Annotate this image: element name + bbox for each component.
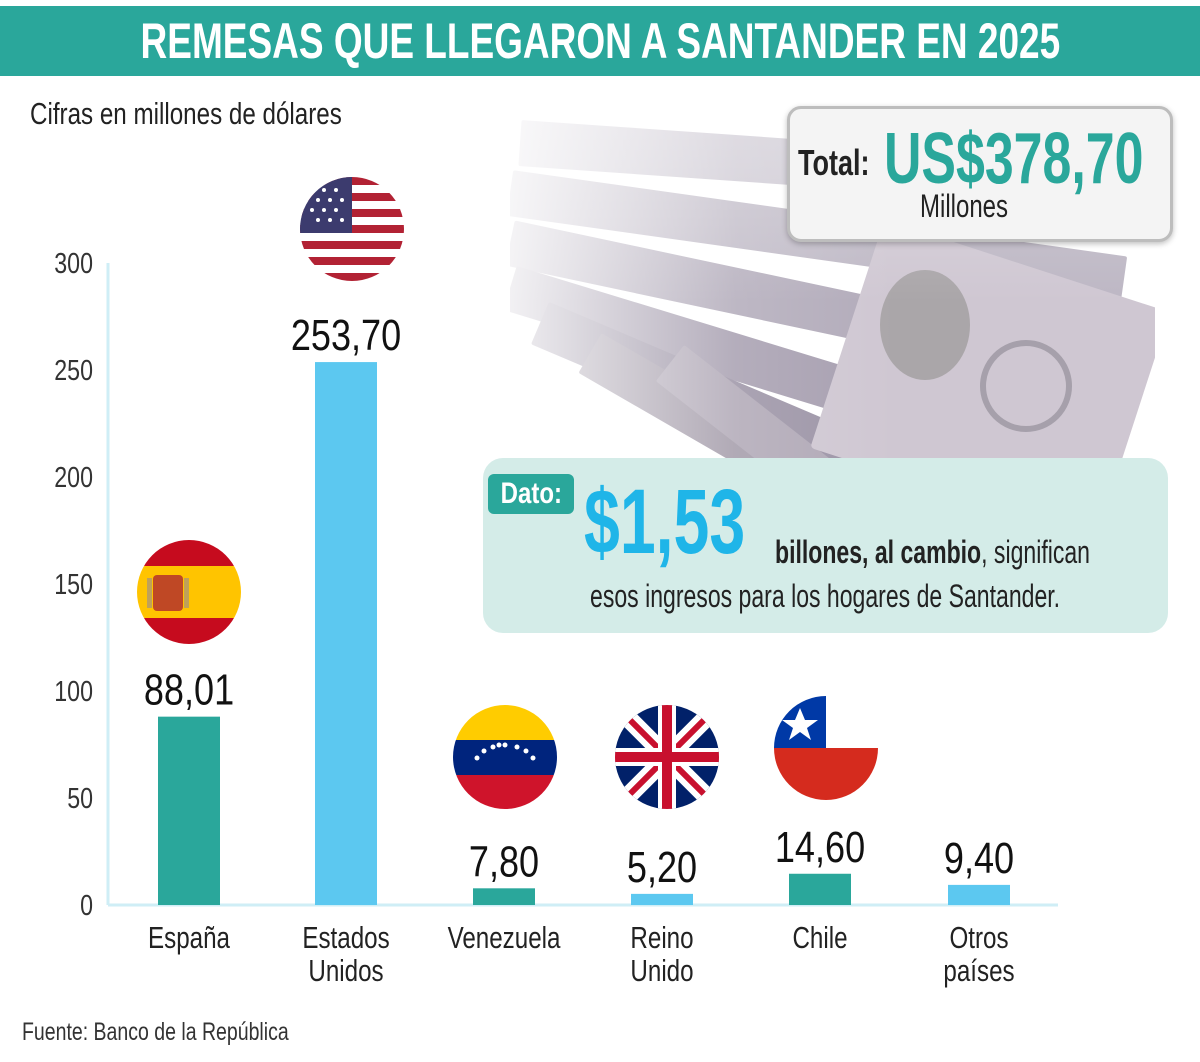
y-tick-label: 50 <box>67 781 93 814</box>
total-value: US$378,70 <box>884 119 1144 199</box>
spain-flag-icon <box>137 540 241 644</box>
chart-subtitle: Cifras en millones de dólares <box>30 96 342 131</box>
dato-box <box>483 458 1168 633</box>
y-tick-label: 200 <box>54 460 93 493</box>
page-title: REMESAS QUE LLEGARON A SANTANDER EN 2025 <box>140 13 1060 69</box>
dato-tag: Dato: <box>488 474 574 514</box>
dato-value: $1,53 <box>584 471 746 573</box>
value-labels: 88,01 253,70 7,80 5,20 14,60 9,40 <box>144 311 1014 892</box>
dato-line1: billones, al cambio, significan <box>775 534 1200 571</box>
category-label: España <box>148 920 230 955</box>
total-box <box>787 106 1173 242</box>
category-label: Reino <box>630 920 693 955</box>
axis-layer <box>106 263 1058 907</box>
chile-flag-icon <box>774 696 878 800</box>
usa-flag-icon <box>300 177 404 281</box>
category-label: países <box>943 953 1014 988</box>
dato-line2: esos ingresos para los hogares de Santan… <box>590 578 1061 614</box>
category-label: Unido <box>630 953 693 988</box>
y-axis-ticks: 0 50 100 150 200 250 300 <box>54 246 93 921</box>
bar <box>631 893 693 905</box>
bars <box>158 362 1010 905</box>
dato-bold-text: billones, al cambio <box>775 534 982 570</box>
value-label: 9,40 <box>944 834 1014 883</box>
total-label: Total: <box>798 142 870 183</box>
dato-rest-text: , significan <box>981 534 1090 570</box>
category-label: Chile <box>792 920 847 955</box>
uk-flag-icon <box>615 705 719 809</box>
bar <box>473 888 535 905</box>
y-tick-label: 300 <box>54 246 93 279</box>
value-label: 7,80 <box>469 837 539 886</box>
venezuela-flag-icon <box>453 705 557 809</box>
header <box>0 0 1200 80</box>
bar <box>158 716 220 905</box>
header-bar <box>0 6 1200 76</box>
source-note: Fuente: Banco de la República <box>22 1018 289 1046</box>
bar <box>315 362 377 905</box>
category-label: Unidos <box>308 953 383 988</box>
y-tick-label: 250 <box>54 353 93 386</box>
category-label: Venezuela <box>448 920 561 955</box>
y-tick-label: 100 <box>54 674 93 707</box>
y-tick-label: 0 <box>80 888 93 921</box>
bar <box>948 884 1010 905</box>
y-tick-label: 150 <box>54 567 93 600</box>
value-label: 14,60 <box>775 822 865 871</box>
bar <box>789 873 851 905</box>
category-label: Otros <box>949 920 1008 955</box>
category-label: Estados <box>302 920 389 955</box>
value-label: 88,01 <box>144 665 234 714</box>
value-label: 5,20 <box>627 843 697 892</box>
value-label: 253,70 <box>291 311 401 360</box>
